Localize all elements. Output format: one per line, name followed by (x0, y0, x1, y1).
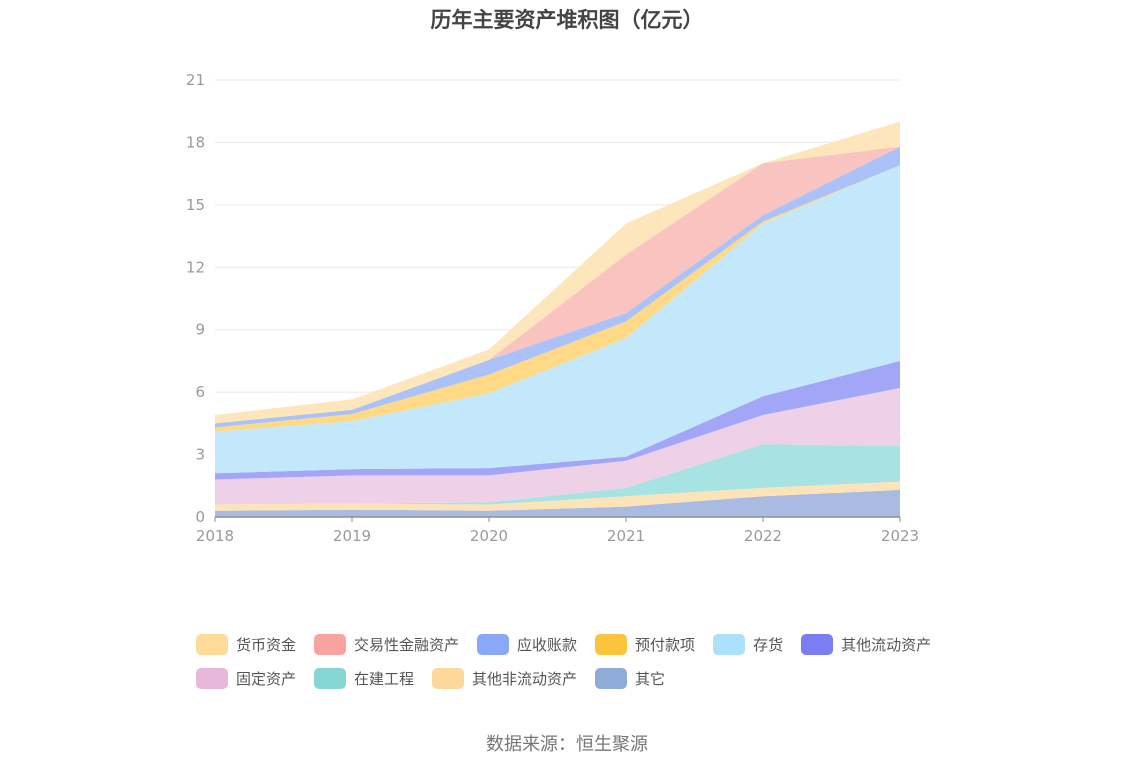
area-series (215, 121, 900, 517)
area-series-9 (215, 121, 900, 424)
y-tick-label: 3 (195, 446, 205, 464)
y-tick-label: 21 (186, 71, 205, 89)
legend-swatch (595, 667, 628, 689)
legend-swatch (432, 667, 465, 689)
chart-title: 历年主要资产堆积图（亿元） (430, 8, 704, 32)
y-tick-label: 18 (186, 133, 205, 151)
legend-label: 交易性金融资产 (354, 635, 460, 654)
legend-swatch (595, 633, 628, 655)
area-series-2 (215, 444, 900, 505)
legend-label: 其他非流动资产 (472, 669, 578, 688)
legend-swatch (713, 633, 746, 655)
legend-item[interactable]: 其它 (595, 666, 665, 690)
y-tick-label: 0 (195, 508, 205, 526)
x-tick-label: 2019 (333, 527, 371, 545)
legend-label: 存货 (753, 635, 784, 654)
x-tick-label: 2022 (744, 527, 782, 545)
x-tick-label: 2020 (470, 527, 508, 545)
x-tick-labels: 2018 2019 2020 2021 2022 2023 (196, 527, 919, 545)
legend-item[interactable]: 货币资金 (196, 632, 296, 656)
legend-item[interactable]: 其他非流动资产 (432, 666, 577, 690)
y-tick-labels: 0 3 6 9 12 15 18 21 (186, 71, 205, 526)
legend: 货币资金 交易性金融资产 应收账款 预付款项 存货 其他流动资产固定资产 在建工程 其他非流动… (196, 632, 956, 690)
legend-item[interactable]: 应收账款 (477, 632, 577, 656)
legend-swatch (196, 667, 228, 689)
legend-swatch (314, 633, 347, 655)
legend-swatch (801, 633, 834, 655)
y-tick-label: 9 (195, 321, 205, 339)
legend-label: 预付款项 (635, 635, 696, 654)
legend-item[interactable]: 在建工程 (314, 666, 414, 690)
legend-item[interactable]: 存货 (713, 632, 783, 656)
stacked-area-chart: 0 3 6 9 12 15 18 21 2018 2019 2020 2021 2022 2023 (186, 71, 919, 545)
area-series-5 (215, 165, 900, 474)
legend-swatch (477, 633, 510, 655)
legend-swatch (314, 667, 347, 689)
legend-label: 在建工程 (354, 669, 415, 688)
y-tick-label: 15 (186, 196, 205, 214)
legend-item[interactable]: 交易性金融资产 (314, 632, 459, 656)
legend-item[interactable]: 预付款项 (595, 632, 695, 656)
legend-label: 其它 (635, 669, 666, 688)
area-series-8 (215, 146, 900, 424)
x-tick-label: 2021 (607, 527, 645, 545)
y-tick-label: 12 (186, 258, 205, 276)
legend-label: 其他流动资产 (841, 635, 932, 654)
y-tick-label: 6 (195, 383, 205, 401)
legend-item[interactable]: 其他流动资产 (801, 632, 931, 656)
x-tick-label: 2023 (881, 527, 919, 545)
legend-swatch (196, 633, 228, 655)
axes (214, 516, 901, 522)
legend-item[interactable]: 固定资产 (196, 666, 296, 690)
legend-label: 应收账款 (517, 635, 578, 654)
legend-label: 货币资金 (236, 635, 297, 654)
legend-label: 固定资产 (236, 669, 297, 688)
area-series-1 (215, 481, 900, 511)
area-series-0 (215, 489, 900, 517)
x-tick-label: 2018 (196, 527, 234, 545)
source-note: 数据来源：恒生聚源 (486, 734, 648, 755)
area-series-3 (215, 388, 900, 505)
